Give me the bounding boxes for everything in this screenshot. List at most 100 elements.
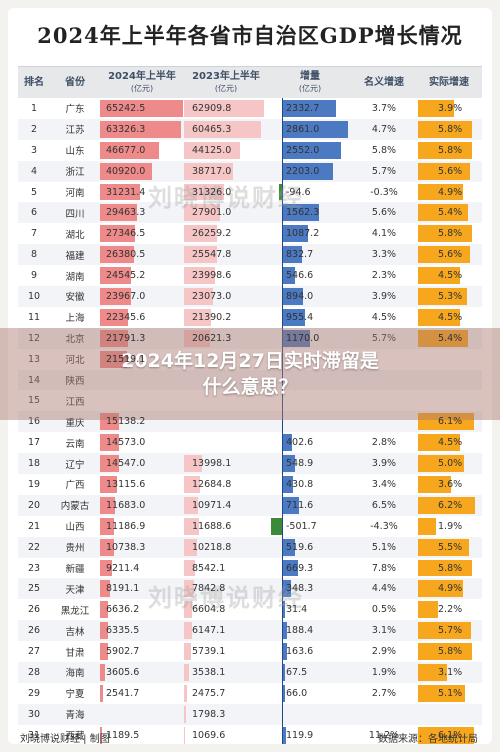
nominal-value: 5.7% [371,332,397,344]
inc-bar [283,538,295,556]
increase-axis [282,160,283,182]
cell-value: 31231.4 [106,186,146,198]
cell-value: 38717.0 [192,165,232,177]
rank-value: 23 [27,562,41,574]
nominal-cell: 5.1% [352,537,416,558]
real-bar [418,434,460,452]
table-row: 22 贵州 10738.3 10218.8 519.6 5.1% 5.5% [18,536,482,558]
increase-axis [282,682,283,704]
cell-value: 66.0 [286,687,308,699]
real-bar [418,204,468,222]
province-cell: 河南 [50,182,100,203]
cell-value: 119.9 [286,729,314,741]
cell-value: 4.5% [438,311,463,323]
cell-value: 2541.7 [106,687,140,699]
nominal-value: 4.4% [371,583,397,595]
cell-value: 546.6 [286,270,314,282]
cell-value: 5902.7 [106,646,140,658]
cell-value: 27346.5 [106,228,146,240]
rank-cell: 21 [18,516,50,537]
rank-cell: 31 [18,725,50,744]
gdp2024-cell: 14547.0 [100,453,184,474]
table-row: 14 陕西 [18,369,482,391]
inc-bar [283,455,295,473]
increase-axis [282,181,283,203]
nominal-value: 3.4% [371,478,397,490]
rank-value: 14 [27,374,41,386]
g24-bar [100,726,102,744]
real-cell: 3.1% [416,662,482,683]
rank-cell: 29 [18,683,50,704]
rank-value: 19 [27,478,41,490]
gdp2024-cell: 1189.5 [100,725,184,744]
province-value: 山东 [65,146,85,158]
nominal-value: -0.3% [370,186,398,198]
gdp2024-cell: 6335.5 [100,620,184,641]
cell-value: 11683.0 [106,499,146,511]
headline-line-1: 2024年12月27日实时滞留是 [121,350,379,372]
rank-value: 25 [27,583,41,595]
headline[interactable]: 2024年12月27日实时滞留是 什么意思？ [0,348,500,400]
rank-cell: 14 [18,370,50,391]
increase-axis [282,265,283,287]
cell-value: 20621.3 [192,332,232,344]
inc-bar [283,476,293,493]
real-cell: 5.8% [416,140,482,161]
real-bar [418,517,436,535]
rank-value: 26 [27,604,41,616]
province-cell: 广西 [50,474,100,495]
nominal-value: 2.9% [371,646,397,658]
cell-value: 4.9% [438,583,463,595]
increase-axis [282,202,283,224]
g23-bar [184,664,189,681]
province-value: 北京 [65,334,85,346]
province-cell: 陕西 [50,370,100,391]
increase-axis [282,557,283,579]
nominal-value: 5.8% [371,144,397,156]
cell-value: 163.6 [286,646,314,658]
province-value: 贵州 [65,543,85,555]
g24-bar [100,434,119,452]
g24-bar [100,413,119,431]
increase-axis [282,474,283,495]
table-row: 26 吉林 6335.5 6147.1 188.4 3.1% 5.7% [18,620,482,642]
cell-value: 11688.6 [192,520,232,532]
inc-bar [283,141,341,159]
cell-value: 2552.0 [286,144,320,156]
table-title: 2024年上半年各省市自治区GDP增长情况 [37,23,463,48]
nominal-value: 11.2% [368,729,400,741]
increase-axis [282,578,283,600]
gdp2023-cell: 6604.8 [184,599,268,620]
cell-value: 5.8% [438,562,463,574]
rank-value: 12 [27,332,41,344]
real-cell: 3.9% [416,98,482,119]
nominal-cell: 3.9% [352,286,416,307]
real-cell: 4.5% [416,265,482,286]
table-row: 13 河北 21519.1 [18,348,482,370]
rank-value: 9 [30,270,38,282]
gdp2023-cell [184,432,268,453]
province-value: 新疆 [65,564,85,576]
g24-bar [100,141,159,159]
header-gdp2024: 2024年上半年 (亿元) [108,71,176,93]
real-cell: 5.4% [416,202,482,223]
gdp2024-cell: 5902.7 [100,641,184,662]
gdp2023-cell: 44125.0 [184,140,268,161]
gdp2023-cell: 20621.3 [184,328,268,349]
gdp2023-cell: 21390.2 [184,307,268,328]
nominal-value: 3.1% [371,625,397,637]
g24-bar [100,246,134,264]
g23-bar [184,538,197,556]
nominal-cell: 3.4% [352,474,416,495]
real-bar [418,726,474,744]
header-real: 实际增速 [429,77,469,88]
cell-value: 23073.0 [192,290,232,302]
province-value: 上海 [65,313,85,325]
province-cell: 广东 [50,98,100,119]
increase-axis [282,536,283,558]
cell-value: 67.5 [286,666,308,678]
header-nominal: 名义增速 [364,77,404,88]
nominal-value: 3.7% [371,102,397,114]
g24-bar [100,580,110,598]
province-value: 天津 [65,584,85,596]
